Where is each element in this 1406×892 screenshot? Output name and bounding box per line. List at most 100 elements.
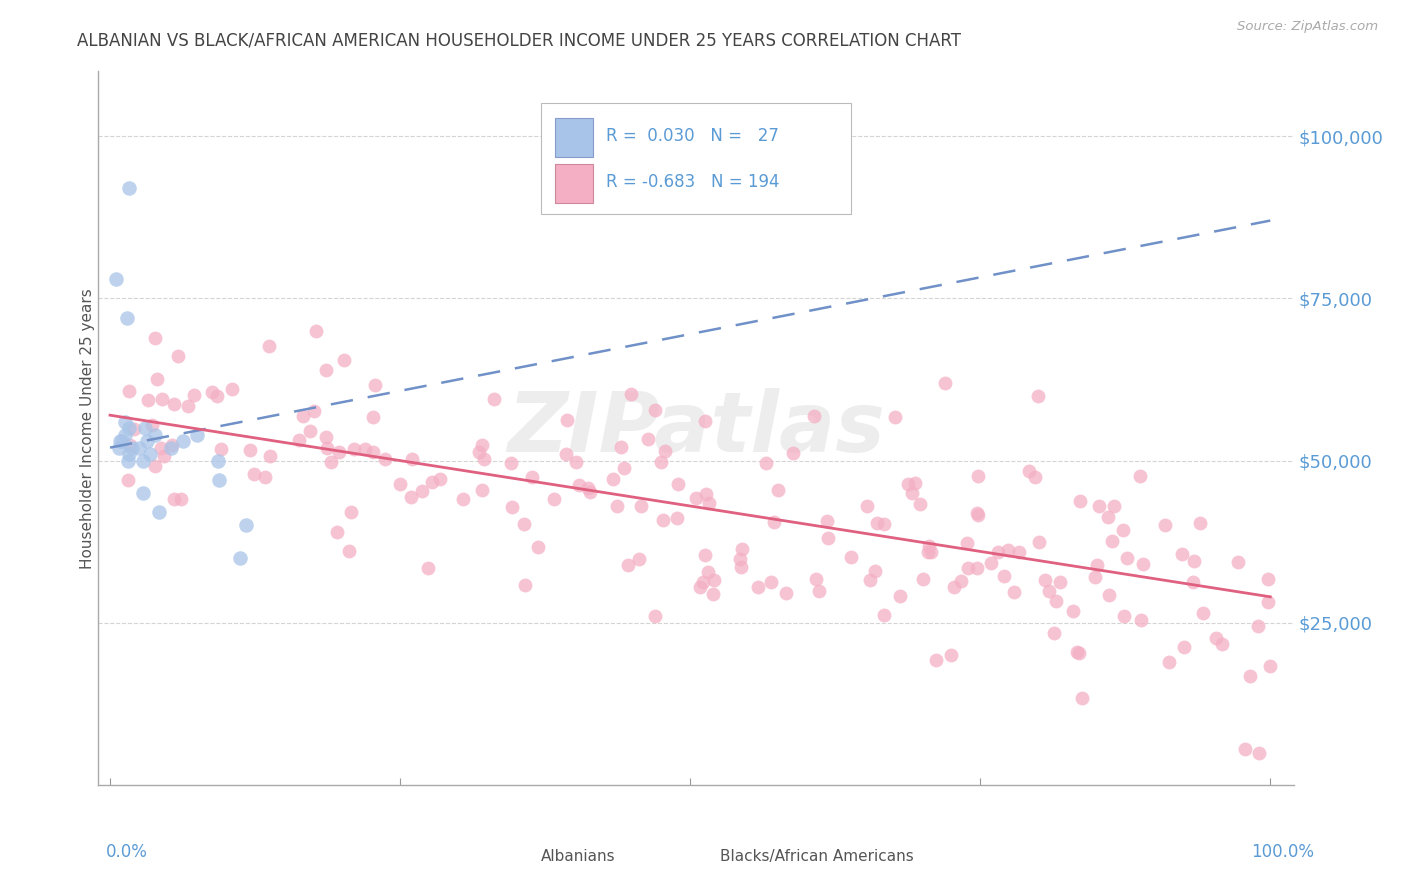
Point xyxy=(637,432,659,446)
Point xyxy=(650,454,672,468)
Point xyxy=(143,459,166,474)
Point xyxy=(1102,499,1125,513)
Point xyxy=(316,441,339,455)
Text: Albanians: Albanians xyxy=(541,849,616,863)
Point xyxy=(865,564,887,578)
Point xyxy=(1097,510,1119,524)
Point xyxy=(817,532,839,546)
Point xyxy=(132,453,155,467)
Point xyxy=(925,653,948,667)
Point xyxy=(897,476,920,491)
Point xyxy=(471,438,494,452)
Point xyxy=(1233,742,1256,756)
Point xyxy=(1257,572,1279,586)
Point xyxy=(1132,557,1154,571)
Point xyxy=(160,438,183,452)
Point xyxy=(806,572,828,586)
Point xyxy=(399,490,422,504)
Point xyxy=(866,516,889,530)
Point xyxy=(695,487,717,501)
Point xyxy=(1049,574,1071,589)
Point xyxy=(145,372,167,386)
Point xyxy=(243,467,266,481)
Point xyxy=(305,324,328,338)
Point xyxy=(858,573,880,587)
Point xyxy=(565,455,588,469)
Point xyxy=(755,456,778,470)
Point xyxy=(703,573,725,587)
Point xyxy=(374,452,396,467)
Point xyxy=(108,434,131,449)
Point xyxy=(993,569,1015,583)
Point xyxy=(966,468,988,483)
Point xyxy=(1171,547,1194,561)
Point xyxy=(254,469,277,483)
Point xyxy=(1069,493,1091,508)
Point xyxy=(139,447,162,461)
Point xyxy=(117,474,139,488)
Point xyxy=(555,447,578,461)
Y-axis label: Householder Income Under 25 years: Householder Income Under 25 years xyxy=(80,288,94,568)
Point xyxy=(205,389,228,403)
Point xyxy=(1257,595,1279,609)
Point xyxy=(118,447,141,461)
Point xyxy=(1181,575,1204,590)
Point xyxy=(522,470,544,484)
Point xyxy=(1205,632,1227,646)
Point xyxy=(613,461,636,475)
Point xyxy=(105,272,128,286)
Point xyxy=(695,548,717,562)
Point xyxy=(115,310,138,325)
Point xyxy=(162,397,184,411)
Point xyxy=(987,544,1010,558)
Point xyxy=(1071,691,1094,706)
Point xyxy=(167,349,190,363)
Point xyxy=(1085,558,1108,572)
Point xyxy=(696,565,718,579)
Point xyxy=(186,427,208,442)
Point xyxy=(654,444,676,458)
Point xyxy=(1066,645,1088,659)
Point xyxy=(644,609,666,624)
Point xyxy=(143,427,166,442)
Point xyxy=(288,433,311,447)
FancyBboxPatch shape xyxy=(690,840,716,867)
Point xyxy=(259,450,281,464)
Point xyxy=(108,441,131,455)
Point xyxy=(1088,500,1111,514)
Point xyxy=(364,378,387,392)
Point xyxy=(606,500,628,514)
FancyBboxPatch shape xyxy=(555,118,593,157)
Point xyxy=(956,535,979,549)
Point xyxy=(143,330,166,344)
Point xyxy=(257,339,280,353)
Point xyxy=(453,491,475,506)
Point xyxy=(1129,613,1152,627)
Text: 0.0%: 0.0% xyxy=(105,843,148,861)
Point xyxy=(302,404,325,418)
Point xyxy=(695,414,717,428)
Point xyxy=(501,500,523,515)
Point xyxy=(730,559,752,574)
Point xyxy=(117,453,139,467)
Point xyxy=(967,508,990,522)
Point xyxy=(808,583,831,598)
Point xyxy=(201,384,224,399)
Point xyxy=(911,572,934,586)
Point xyxy=(111,434,134,449)
Point xyxy=(689,580,711,594)
Point xyxy=(997,543,1019,558)
Point xyxy=(363,445,385,459)
Point xyxy=(1154,517,1177,532)
Point xyxy=(315,430,337,444)
FancyBboxPatch shape xyxy=(510,840,537,867)
Point xyxy=(917,545,939,559)
Point xyxy=(499,456,522,470)
Point xyxy=(132,486,155,500)
Point xyxy=(118,384,141,399)
Point xyxy=(759,574,782,589)
Point xyxy=(118,421,141,435)
Point xyxy=(934,376,956,390)
Point xyxy=(208,473,231,487)
Point xyxy=(136,392,159,407)
